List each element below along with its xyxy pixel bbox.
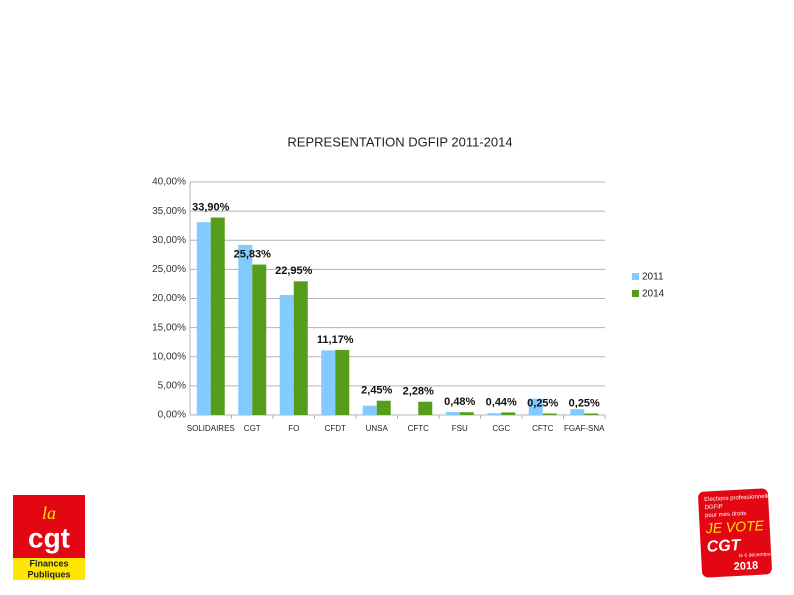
bar <box>252 264 267 415</box>
bar <box>584 413 599 415</box>
badge-text: le 6 décembre <box>739 551 771 559</box>
x-tick-label: CFDT <box>325 424 346 433</box>
y-tick-label: 25,00% <box>152 264 186 275</box>
bar <box>445 412 460 415</box>
badge-text: 2018 <box>733 560 758 573</box>
bar <box>293 281 308 415</box>
x-tick-label: FO <box>288 424 299 433</box>
bar <box>362 405 377 415</box>
badge-text: JE VOTE <box>704 517 765 536</box>
y-tick-label: 0,00% <box>158 410 186 421</box>
cgt-logo: la cgt Finances Publiques <box>13 495 85 580</box>
x-tick-label: CFTC <box>532 424 554 433</box>
value-label: 0,25% <box>527 397 558 409</box>
x-tick-label: FGAF-SNA <box>564 424 605 433</box>
bar <box>238 244 253 415</box>
value-label: 22,95% <box>275 265 313 277</box>
logo-text: Finances <box>29 558 68 568</box>
legend-swatch <box>632 290 639 297</box>
x-tick-label: CGT <box>244 424 261 433</box>
y-tick-label: 10,00% <box>152 351 186 362</box>
bar <box>542 413 557 415</box>
y-tick-label: 40,00% <box>152 177 186 188</box>
logo-text: la <box>42 503 56 523</box>
value-label: 2,45% <box>361 385 392 397</box>
bar <box>321 350 336 415</box>
y-tick-label: 15,00% <box>152 322 186 333</box>
bar <box>459 412 474 415</box>
value-label: 0,25% <box>569 397 600 409</box>
y-tick-label: 5,00% <box>158 381 186 392</box>
y-tick-label: 20,00% <box>152 293 186 304</box>
bar <box>196 222 211 415</box>
value-label: 11,17% <box>317 334 354 346</box>
legend-swatch <box>632 273 639 280</box>
badge-text: CGT <box>706 537 742 556</box>
chart-title: REPRESENTATION DGFIP 2011-2014 <box>287 134 512 149</box>
bar <box>418 401 433 415</box>
y-tick-label: 35,00% <box>152 206 186 217</box>
legend-label: 2011 <box>642 272 664 283</box>
badge-text: DGFiP <box>704 504 722 511</box>
value-label: 25,83% <box>234 248 272 260</box>
bar <box>210 217 225 415</box>
x-tick-label: UNSA <box>366 424 389 433</box>
bar <box>487 413 502 415</box>
badge-bg <box>698 488 772 578</box>
value-label: 33,90% <box>192 201 230 213</box>
logo-strip <box>13 558 85 580</box>
x-tick-label: CFTC <box>408 424 430 433</box>
x-tick-label: FSU <box>452 424 468 433</box>
bar <box>279 295 294 415</box>
bar <box>376 400 391 415</box>
bar <box>528 398 543 415</box>
value-label: 0,44% <box>486 396 517 408</box>
bar <box>335 349 350 415</box>
badge-text: Elections professionnelles <box>704 494 774 504</box>
bar <box>501 412 516 415</box>
logo-text: Publiques <box>27 569 70 579</box>
legend-label: 2014 <box>642 289 665 300</box>
x-tick-label: SOLIDAIRES <box>187 424 235 433</box>
y-tick-label: 30,00% <box>152 235 186 246</box>
x-tick-label: CGC <box>492 424 510 433</box>
value-label: 0,48% <box>444 396 475 408</box>
bar <box>570 409 585 415</box>
logo-text: cgt <box>28 522 70 553</box>
vote-badge: Elections professionnelles DGFiP pour me… <box>698 488 774 578</box>
value-label: 2,28% <box>403 386 434 398</box>
badge-text: pour mes droits <box>705 511 747 519</box>
